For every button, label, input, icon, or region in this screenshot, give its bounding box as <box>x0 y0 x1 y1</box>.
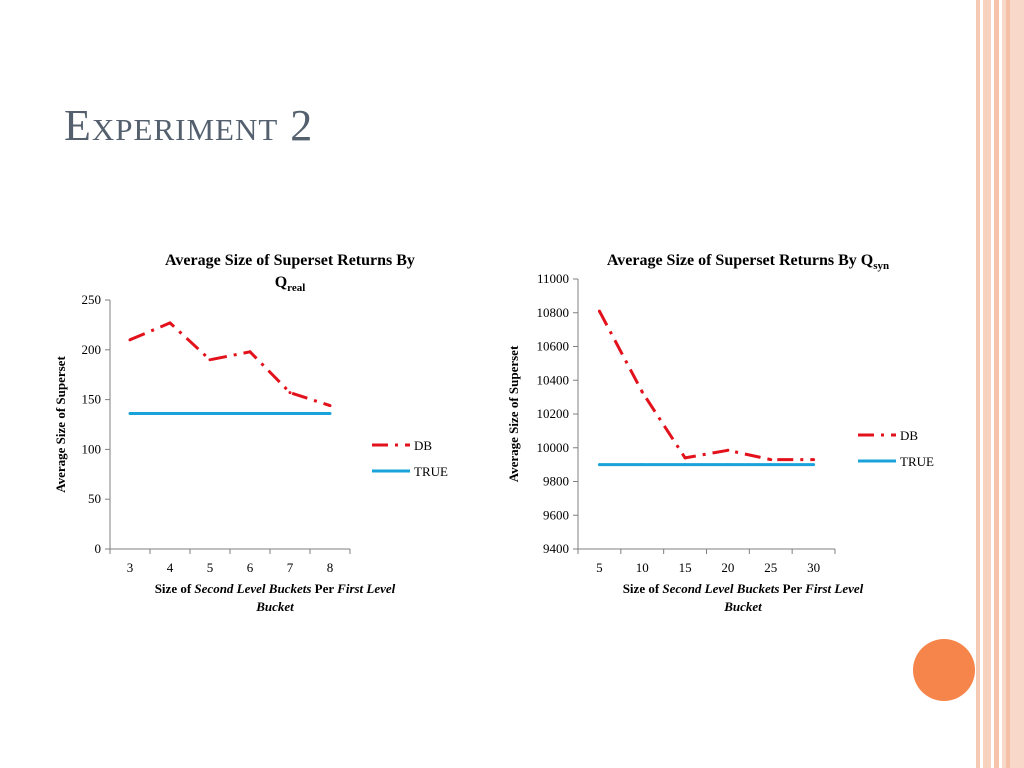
data-point-true <box>769 463 773 467</box>
y-tick-label: 150 <box>82 392 102 407</box>
chart-q-real: Average Size of Superset Returns By Qreal… <box>53 252 448 614</box>
x-tick-label: 8 <box>327 560 334 575</box>
y-tick-label: 10600 <box>537 339 570 354</box>
chart-q-syn: Average Size of Superset Returns By Qsyn… <box>506 252 934 614</box>
data-point-db <box>208 358 212 362</box>
x-axis-label: Size of Second Level Buckets Per First L… <box>623 581 864 596</box>
data-point-true <box>248 412 252 416</box>
y-tick-label: 11000 <box>537 271 569 286</box>
decor-stripe <box>976 0 980 768</box>
series-line-db <box>129 321 331 408</box>
y-tick-label: 10400 <box>537 372 570 387</box>
text-span: syn <box>873 260 889 272</box>
y-tick-label: 100 <box>82 441 102 456</box>
data-point-true <box>328 412 332 416</box>
y-tick-label: 250 <box>82 292 102 307</box>
x-tick-label: 6 <box>247 560 254 575</box>
legend-label-true: TRUE <box>900 454 934 469</box>
x-axis-label: Size of Second Level Buckets Per First L… <box>155 581 396 596</box>
data-point-true <box>597 463 601 467</box>
x-axis-label-line2: Bucket <box>723 599 762 614</box>
data-point-db <box>769 458 773 462</box>
x-axis-label-line2: Bucket <box>255 599 294 614</box>
legend-label-db: DB <box>900 428 918 443</box>
chart-title: Average Size of Superset Returns By Qreal <box>165 252 415 294</box>
data-point-true <box>683 463 687 467</box>
decor-stripe <box>1006 0 1010 768</box>
data-point-true <box>168 412 172 416</box>
data-point-true <box>726 463 730 467</box>
text-span: First Level <box>336 581 396 596</box>
text-span: Second Level Buckets <box>194 581 311 596</box>
x-tick-label: 25 <box>764 560 777 575</box>
data-point-db <box>597 309 601 313</box>
x-tick-label: 5 <box>207 560 214 575</box>
data-point-db <box>128 338 132 342</box>
y-tick-label: 9800 <box>543 474 569 489</box>
data-point-db <box>288 391 292 395</box>
data-point-true <box>640 463 644 467</box>
data-point-db <box>812 458 816 462</box>
data-point-true <box>208 412 212 416</box>
x-tick-label: 4 <box>167 560 174 575</box>
y-axis-label: Average Size of Superset <box>506 345 521 482</box>
x-tick-label: 20 <box>721 560 734 575</box>
x-tick-label: 7 <box>287 560 294 575</box>
data-point-db <box>683 456 687 460</box>
data-point-db <box>640 390 644 394</box>
decor-stripe <box>983 0 991 768</box>
data-point-db <box>248 350 252 354</box>
text-span: Second Level Buckets <box>662 581 779 596</box>
data-point-true <box>128 412 132 416</box>
x-tick-label: 3 <box>127 560 134 575</box>
data-point-db <box>726 448 730 452</box>
legend-label-db: DB <box>414 438 432 453</box>
data-point-db <box>168 321 172 325</box>
x-tick-label: 10 <box>636 560 649 575</box>
y-tick-label: 9400 <box>543 541 569 556</box>
text-span: Size of <box>155 581 195 596</box>
data-point-true <box>288 412 292 416</box>
y-tick-label: 200 <box>82 342 102 357</box>
y-axis-label: Average Size of Superset <box>53 356 68 493</box>
text-span: Size of <box>623 581 663 596</box>
text-span: Per <box>779 581 805 596</box>
legend-label-true: TRUE <box>414 464 448 479</box>
text-span: real <box>287 282 305 294</box>
text-span: Q <box>275 274 287 291</box>
y-tick-label: 0 <box>95 541 102 556</box>
decor-circle <box>913 639 975 701</box>
text-span: Per <box>311 581 337 596</box>
text-span: Average Size of Superset Returns By <box>165 252 415 269</box>
y-tick-label: 9600 <box>543 507 569 522</box>
chart-title: Average Size of Superset Returns By Qsyn <box>607 252 889 272</box>
text-span: First Level <box>804 581 864 596</box>
data-point-db <box>328 404 332 408</box>
x-tick-label: 5 <box>596 560 603 575</box>
series-line-db <box>598 310 814 462</box>
data-point-true <box>812 463 816 467</box>
y-tick-label: 10200 <box>537 406 570 421</box>
text-span: Average Size of Superset Returns By Q <box>607 252 873 269</box>
x-tick-label: 15 <box>679 560 692 575</box>
y-tick-label: 50 <box>88 491 101 506</box>
decor-stripe <box>994 0 999 768</box>
y-tick-label: 10000 <box>537 440 570 455</box>
y-tick-label: 10800 <box>537 305 570 320</box>
x-tick-label: 30 <box>807 560 820 575</box>
slide-title: Experiment 2 <box>64 101 314 150</box>
